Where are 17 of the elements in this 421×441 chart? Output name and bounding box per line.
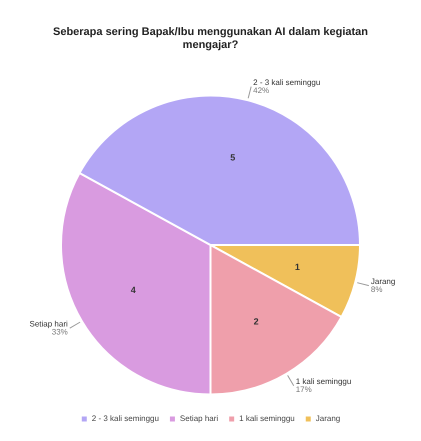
- slice-label: 2 - 3 kali seminggu: [253, 78, 320, 87]
- text: 2: [254, 316, 259, 327]
- data-label: 17%: [296, 384, 312, 394]
- legend-label: 2 - 3 kali seminggu: [92, 414, 159, 424]
- slice-label: Jarang: [370, 276, 396, 286]
- chart-title: Seberapa sering Bapak/Ibu menggunakan AI dalam kegiatan mengajar?: [52, 26, 370, 52]
- text: 4: [130, 285, 136, 296]
- slice-label: 1 kali seminggu: [296, 376, 352, 386]
- text: 1: [294, 262, 300, 272]
- data-label: 42%: [253, 86, 270, 95]
- data-label: 33%: [52, 327, 68, 336]
- legend-label: Setiap hari: [180, 414, 218, 424]
- legend-label: Jarang: [316, 414, 340, 424]
- slice-label: Setiap hari: [30, 319, 68, 328]
- text: 5: [230, 152, 236, 163]
- data-label: 8%: [370, 284, 382, 294]
- legend-label: 1 kali seminggu: [239, 414, 295, 424]
